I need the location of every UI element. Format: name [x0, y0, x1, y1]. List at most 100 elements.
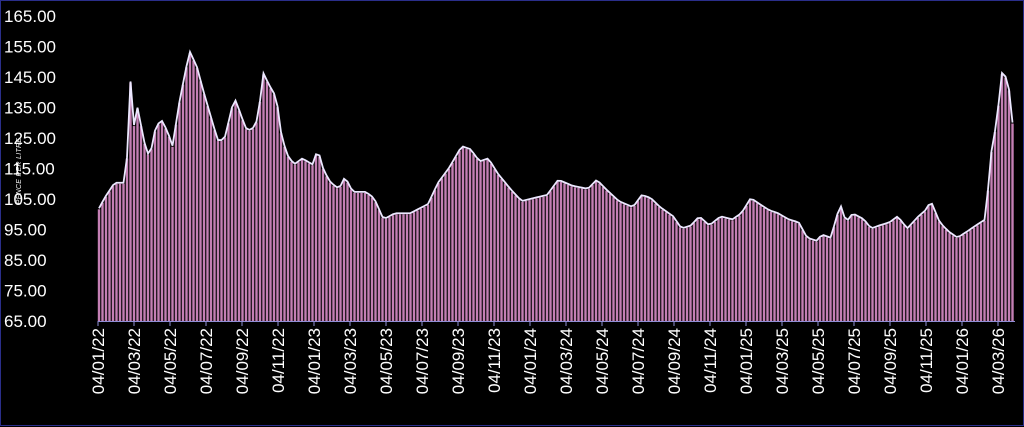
- x-tick-label: 04/01/22: [89, 328, 108, 394]
- bar: [622, 204, 626, 321]
- bar: [745, 205, 748, 321]
- bar: [965, 232, 969, 321]
- bar: [955, 237, 958, 321]
- bar: [696, 219, 699, 321]
- bar: [580, 188, 584, 321]
- bar: [220, 141, 223, 321]
- bar: [125, 158, 129, 321]
- bar: [423, 206, 426, 321]
- bar: [230, 108, 234, 322]
- bar: [986, 190, 990, 321]
- bar: [370, 197, 374, 321]
- bar: [500, 179, 503, 321]
- bar: [979, 223, 983, 321]
- y-axis-label: PENCE PER LITRE: [16, 138, 23, 205]
- bar: [139, 126, 143, 321]
- bar: [773, 213, 776, 321]
- bar: [584, 189, 587, 321]
- x-tick-label: 04/05/22: [161, 328, 180, 394]
- bar: [339, 186, 342, 321]
- bar: [468, 149, 472, 321]
- bar: [895, 217, 899, 321]
- y-tick-label: 135.00: [4, 99, 56, 118]
- bars-group: [97, 52, 1014, 322]
- bar: [811, 240, 815, 321]
- x-tick-label: 04/09/23: [449, 328, 468, 394]
- bar: [367, 194, 370, 321]
- bar: [692, 223, 696, 321]
- y-ticks-group: 165.00 155.00 145.00 135.00 125.00 115.00 105.…: [4, 7, 56, 331]
- bar: [906, 229, 909, 321]
- bar: [769, 211, 773, 321]
- bar: [433, 190, 437, 321]
- bar: [164, 128, 167, 321]
- bar: [325, 176, 328, 321]
- bar: [794, 222, 797, 321]
- y-tick-label: 125.00: [4, 129, 56, 148]
- bar: [381, 218, 384, 321]
- bar: [178, 102, 181, 322]
- bar: [776, 214, 780, 321]
- bar: [853, 215, 857, 321]
- bar: [507, 187, 510, 321]
- bar: [860, 219, 864, 321]
- bar: [475, 158, 479, 321]
- bar: [1000, 73, 1004, 321]
- bar: [276, 107, 279, 321]
- bar: [174, 124, 178, 321]
- x-tick-label: 04/03/22: [125, 328, 144, 394]
- bar: [314, 155, 318, 321]
- bar: [892, 220, 895, 321]
- bar: [594, 181, 598, 321]
- bar: [951, 235, 955, 321]
- bar: [234, 101, 237, 321]
- bar: [269, 88, 272, 321]
- bar: [549, 191, 552, 321]
- bar: [654, 203, 657, 321]
- bar: [619, 202, 622, 321]
- bar: [195, 68, 199, 322]
- bar: [402, 214, 405, 321]
- bar: [1007, 90, 1011, 321]
- bar: [398, 214, 402, 321]
- bar: [878, 226, 881, 321]
- bar: [885, 224, 888, 321]
- bar: [482, 160, 486, 321]
- bar: [426, 205, 430, 321]
- bar: [920, 214, 923, 321]
- bar: [930, 204, 934, 321]
- bar: [808, 239, 811, 321]
- bar: [237, 110, 241, 321]
- bar: [241, 120, 244, 321]
- bar: [752, 200, 755, 321]
- bar: [563, 183, 566, 321]
- bar: [451, 162, 454, 321]
- bar: [517, 199, 521, 321]
- bar: [741, 211, 745, 321]
- bar: [542, 196, 545, 321]
- bar: [160, 121, 164, 322]
- bar: [181, 84, 185, 321]
- bar: [888, 222, 892, 321]
- bar: [332, 185, 335, 321]
- x-tick-label: 04/11/25: [917, 328, 936, 393]
- bar: [570, 186, 573, 321]
- bar: [146, 154, 150, 321]
- bar: [864, 222, 867, 321]
- bar: [209, 118, 213, 321]
- x-tick-label: 04/03/23: [341, 328, 360, 394]
- bar: [927, 206, 930, 321]
- bar: [724, 218, 727, 321]
- bar: [608, 193, 612, 321]
- bar: [832, 227, 836, 321]
- bar: [552, 186, 556, 321]
- bar: [713, 221, 717, 321]
- bar: [104, 196, 108, 321]
- bar: [825, 237, 829, 321]
- bar: [216, 141, 220, 321]
- bar: [528, 200, 531, 321]
- bar: [279, 133, 283, 321]
- y-tick-label: 115.00: [4, 160, 55, 179]
- bar: [111, 186, 115, 321]
